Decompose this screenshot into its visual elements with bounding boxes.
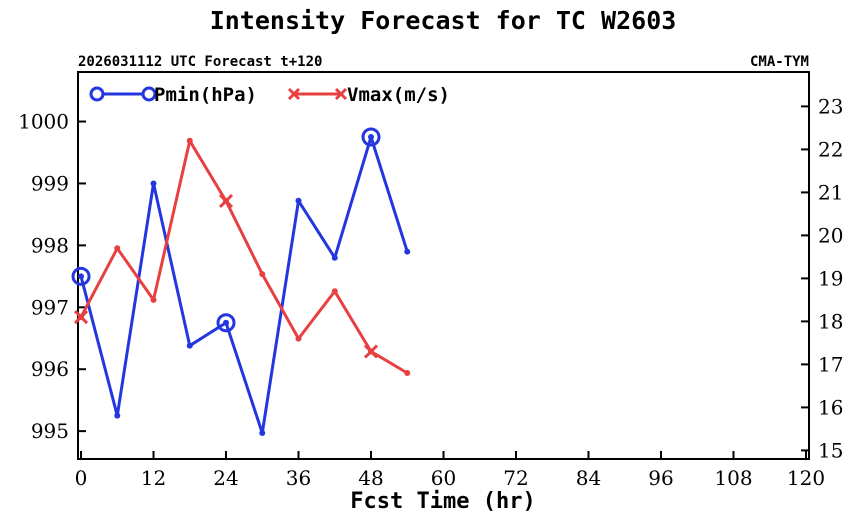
x-tick-label: 24 xyxy=(213,466,238,490)
x-tick-label: 108 xyxy=(714,466,752,490)
vmax-data-point xyxy=(114,245,121,252)
pmin-data-point xyxy=(114,412,121,419)
x-tick-label: 48 xyxy=(358,466,383,490)
x-tick-label: 36 xyxy=(286,466,311,490)
vmax-x-marker xyxy=(73,310,89,325)
legend-pmin-marker xyxy=(89,86,105,102)
chart-title: Intensity Forecast for TC W2603 xyxy=(210,6,677,35)
vmax-data-point xyxy=(150,296,157,303)
y-left-tick-label: 999 xyxy=(31,171,69,195)
pmin-data-point xyxy=(150,180,157,187)
pmin-series-line xyxy=(79,135,409,435)
x-tick-label: 0 xyxy=(75,466,88,490)
pmin-circle-marker xyxy=(361,127,381,147)
vmax-data-point xyxy=(186,137,193,144)
legend-pmin-label: Pmin(hPa) xyxy=(154,84,257,106)
vmax-data-point xyxy=(259,271,266,278)
pmin-data-point xyxy=(404,248,411,255)
pmin-data-point xyxy=(331,254,338,261)
pmin-data-point xyxy=(186,342,193,349)
y-left-tick-label: 995 xyxy=(31,419,69,443)
x-tick-label: 12 xyxy=(141,466,166,490)
vmax-data-point xyxy=(404,370,411,376)
vmax-data-point xyxy=(295,335,302,342)
pmin-data-point xyxy=(295,197,302,204)
plot-area: 0 12 24 36 48 60 72 84 96 108 120 995 996 997 998 999 10… xyxy=(18,71,843,490)
y-right-tick-label: 22 xyxy=(818,137,843,161)
x-tick-label: 120 xyxy=(787,466,825,490)
pmin-data-point xyxy=(368,134,375,141)
vmax-series-line xyxy=(79,139,409,375)
x-tick-label: 96 xyxy=(648,466,673,490)
pmin-circle-marker xyxy=(71,266,91,286)
pmin-data-point xyxy=(259,429,266,436)
y-right-tick-label: 16 xyxy=(818,395,843,419)
pmin-circle-marker xyxy=(216,313,236,333)
plot-frame xyxy=(77,71,810,460)
y-right-tick-label: 18 xyxy=(818,309,843,333)
x-axis-label: Fcst Time (hr) xyxy=(350,489,535,514)
y-left-tick-label: 998 xyxy=(31,233,69,257)
y-left-tick-label: 996 xyxy=(31,357,69,381)
forecast-time-label: 2026031112 UTC Forecast t+120 xyxy=(78,54,322,70)
legend-vmax-marker xyxy=(334,87,348,101)
vmax-data-point xyxy=(331,288,338,295)
legend-vmax-marker xyxy=(287,87,301,101)
y-right-tick-label: 21 xyxy=(818,180,843,204)
y-right-tick-label: 23 xyxy=(818,94,843,118)
legend-pmin-marker xyxy=(141,86,157,102)
vmax-x-marker xyxy=(363,344,379,359)
legend-vmax-label: Vmax(m/s) xyxy=(347,84,450,106)
pmin-data-point xyxy=(223,319,230,326)
y-right-tick-label: 20 xyxy=(818,223,843,247)
x-tick-label: 84 xyxy=(576,466,601,490)
y-right-tick-label: 17 xyxy=(818,352,843,376)
y-left-tick-label: 1000 xyxy=(18,110,69,134)
pmin-data-point xyxy=(78,273,85,280)
y-right-tick-label: 19 xyxy=(818,266,843,290)
vmax-x-marker xyxy=(218,193,234,209)
model-name-label: CMA-TYM xyxy=(750,54,809,70)
x-tick-label: 60 xyxy=(431,466,456,490)
y-right-tick-label: 15 xyxy=(818,438,843,462)
x-tick-label: 72 xyxy=(503,466,528,490)
y-left-tick-label: 997 xyxy=(31,295,69,319)
